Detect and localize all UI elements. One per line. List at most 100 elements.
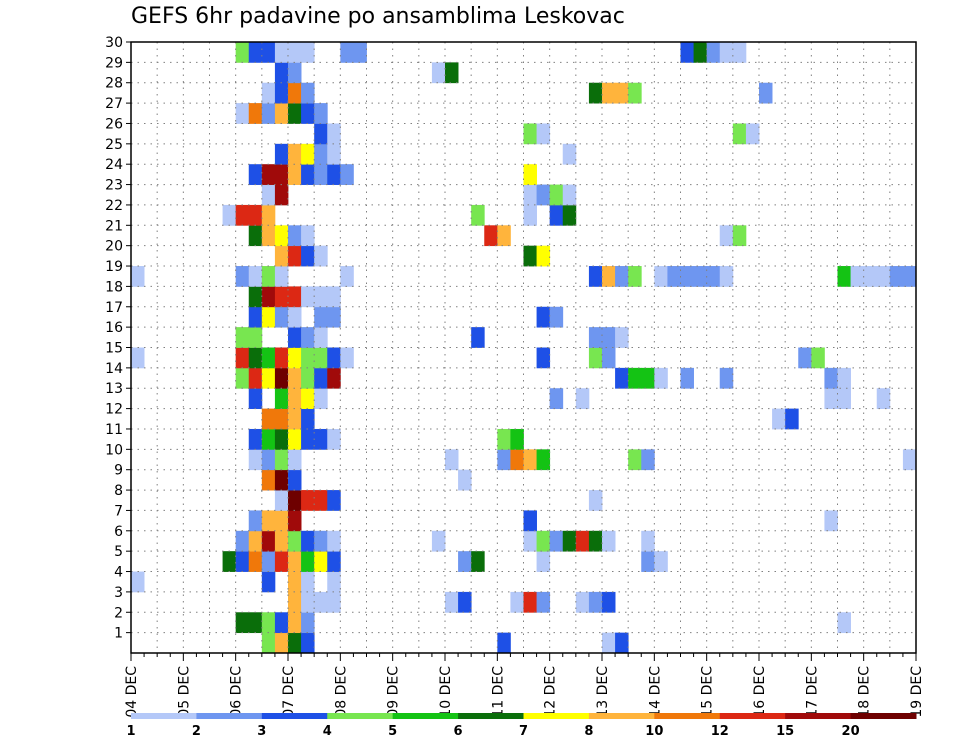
y-tick-label: 4	[114, 565, 123, 581]
heatmap-cell	[301, 632, 315, 654]
heatmap-cell	[536, 551, 551, 572]
heatmap-cell	[523, 123, 537, 145]
y-tick-label: 15	[105, 341, 123, 357]
heatmap-cell	[248, 225, 263, 247]
heatmap-cell	[549, 306, 564, 328]
heatmap-cell	[523, 184, 537, 206]
x-tick-label: 10 DEC	[438, 666, 454, 718]
heatmap-cell	[588, 327, 603, 348]
heatmap-cell	[288, 82, 302, 104]
heatmap-cell	[340, 42, 354, 63]
legend-swatch	[261, 713, 328, 719]
heatmap-cell	[876, 388, 891, 409]
heatmap-cell	[301, 408, 315, 430]
heatmap-cell	[327, 306, 341, 328]
heatmap-cell	[824, 510, 838, 532]
heatmap-cell	[248, 449, 263, 471]
heatmap-cell	[445, 62, 459, 84]
x-tick-label: 12 DEC	[543, 666, 559, 718]
heatmap-cell	[536, 449, 551, 471]
heatmap-cell	[811, 347, 825, 369]
heatmap-cell	[314, 286, 328, 308]
heatmap-cell	[314, 551, 328, 572]
x-tick-label: 09 DEC	[386, 666, 402, 718]
heatmap-cell	[261, 530, 276, 552]
heatmap-cell	[288, 225, 302, 247]
y-tick-label: 24	[105, 157, 123, 173]
heatmap-cell	[261, 408, 276, 430]
y-tick-label: 26	[105, 116, 123, 132]
heatmap-cell	[288, 571, 302, 593]
heatmap-cell	[261, 225, 276, 247]
heatmap-cell	[261, 510, 276, 532]
heatmap-cell	[536, 123, 551, 145]
heatmap-cell	[602, 632, 616, 654]
heatmap-cell	[693, 266, 708, 287]
heatmap-cell	[274, 143, 289, 165]
y-tick-label: 14	[105, 361, 123, 377]
y-tick-label: 29	[105, 55, 123, 71]
heatmap-cell	[536, 347, 551, 369]
heatmap-cell	[615, 266, 629, 287]
x-tick-label: 13 DEC	[595, 666, 611, 718]
heatmap-cell	[497, 225, 511, 247]
x-tick-label: 16 DEC	[752, 666, 768, 718]
heatmap-cell	[301, 286, 315, 308]
heatmap-cell	[235, 347, 250, 369]
y-tick-label: 23	[105, 178, 123, 194]
heatmap-cell	[301, 490, 315, 511]
heatmap-cell	[314, 490, 328, 511]
heatmap-cell	[274, 286, 289, 308]
y-tick-label: 7	[114, 503, 123, 519]
heatmap-cell	[785, 408, 799, 430]
y-axis: 1234567891011121314151617181920212223242…	[105, 35, 131, 642]
heatmap-cell	[274, 388, 289, 409]
heatmap-cell	[301, 571, 315, 593]
heatmap-cell	[602, 82, 616, 104]
y-tick-label: 16	[105, 320, 123, 336]
heatmap-cell	[288, 632, 302, 654]
legend-label: 8	[584, 724, 593, 739]
heatmap-cell	[274, 347, 289, 369]
legend-label: 15	[776, 724, 794, 739]
x-tick-label: 07 DEC	[281, 666, 297, 718]
heatmap-cell	[536, 591, 551, 613]
heatmap-cell	[248, 266, 263, 287]
heatmap-cell	[274, 612, 289, 634]
heatmap-cell	[314, 103, 328, 124]
y-tick-label: 30	[105, 35, 123, 51]
heatmap-cell	[523, 164, 537, 185]
heatmap-cell	[301, 551, 315, 572]
heatmap-cell	[824, 367, 838, 389]
heatmap-cell	[641, 551, 655, 572]
heatmap-cell	[536, 184, 551, 206]
heatmap-cell	[706, 42, 721, 63]
legend-label: 2	[192, 724, 201, 739]
heatmap-cell	[314, 591, 328, 613]
heatmap-cell	[235, 42, 250, 63]
heatmap-cell	[588, 266, 603, 287]
y-tick-label: 21	[105, 218, 123, 234]
heatmap-cell	[301, 245, 315, 267]
y-tick-label: 10	[105, 442, 123, 458]
legend-swatch	[850, 713, 917, 719]
heatmap-cell	[588, 490, 603, 511]
heatmap-cell	[222, 204, 237, 226]
heatmap-cell	[510, 449, 524, 471]
heatmap-cell	[588, 530, 603, 552]
legend-swatch	[327, 713, 394, 719]
heatmap-cell	[131, 571, 145, 593]
heatmap-cell	[274, 469, 289, 491]
legend-label: 12	[711, 724, 729, 739]
y-tick-label: 8	[114, 483, 123, 499]
heatmap-cell	[288, 449, 302, 471]
heatmap-cell	[248, 103, 263, 124]
y-tick-label: 6	[114, 524, 123, 540]
heatmap-cell	[523, 530, 537, 552]
heatmap-cell	[301, 82, 315, 104]
heatmap-cell	[615, 632, 629, 654]
heatmap-cell	[680, 42, 694, 63]
heatmap-cell	[562, 204, 577, 226]
heatmap-cell	[824, 388, 838, 409]
